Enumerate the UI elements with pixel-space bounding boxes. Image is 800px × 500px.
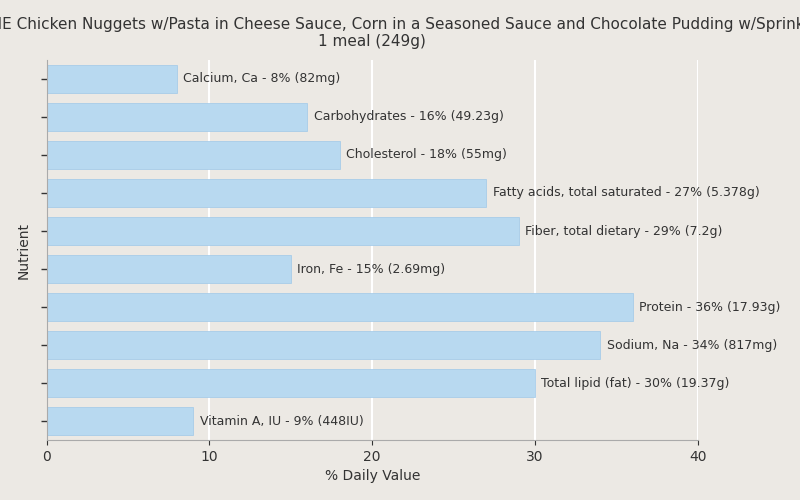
Text: Cholesterol - 18% (55mg): Cholesterol - 18% (55mg) [346,148,507,162]
Text: Sodium, Na - 34% (817mg): Sodium, Na - 34% (817mg) [606,338,777,351]
Text: Vitamin A, IU - 9% (448IU): Vitamin A, IU - 9% (448IU) [200,414,363,428]
Text: Protein - 36% (17.93g): Protein - 36% (17.93g) [639,300,781,314]
Bar [46,331,600,360]
Text: Iron, Fe - 15% (2.69mg): Iron, Fe - 15% (2.69mg) [298,262,446,276]
Bar [46,369,535,398]
Text: Carbohydrates - 16% (49.23g): Carbohydrates - 16% (49.23g) [314,110,503,124]
Bar [46,255,291,284]
Bar [46,102,307,131]
Bar [46,140,340,169]
Bar [46,64,177,93]
Text: Total lipid (fat) - 30% (19.37g): Total lipid (fat) - 30% (19.37g) [542,376,730,390]
Text: Fiber, total dietary - 29% (7.2g): Fiber, total dietary - 29% (7.2g) [526,224,722,237]
Bar [46,216,518,246]
Text: Fatty acids, total saturated - 27% (5.378g): Fatty acids, total saturated - 27% (5.37… [493,186,759,200]
X-axis label: % Daily Value: % Daily Value [325,470,420,484]
Bar [46,293,633,322]
Title: KID CUISINE Chicken Nuggets w/Pasta in Cheese Sauce, Corn in a Seasoned Sauce an: KID CUISINE Chicken Nuggets w/Pasta in C… [0,16,800,49]
Y-axis label: Nutrient: Nutrient [17,222,30,278]
Bar [46,178,486,207]
Bar [46,407,193,436]
Text: Calcium, Ca - 8% (82mg): Calcium, Ca - 8% (82mg) [183,72,341,86]
